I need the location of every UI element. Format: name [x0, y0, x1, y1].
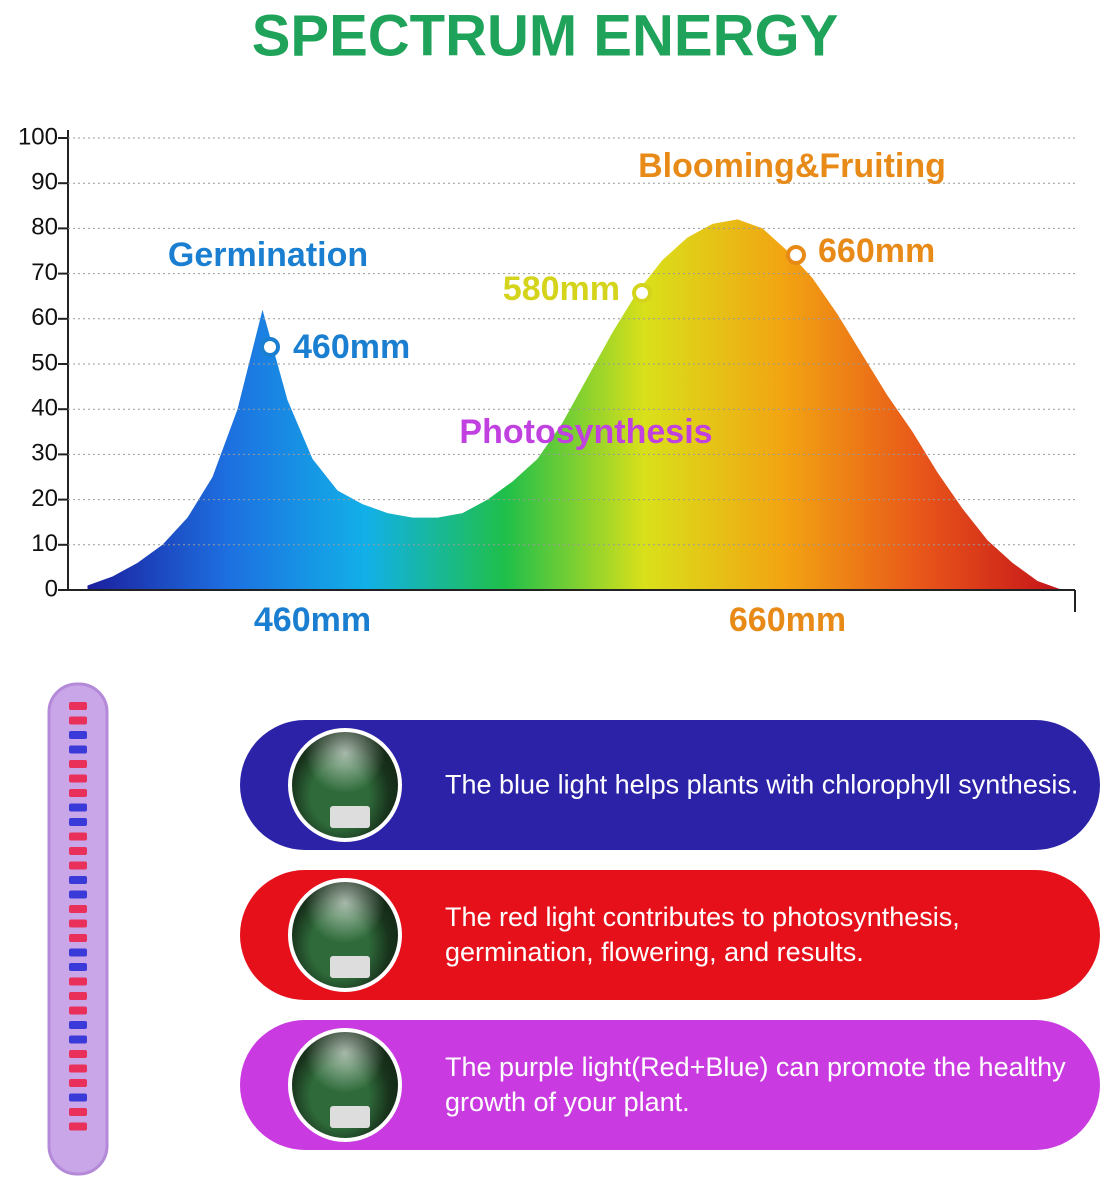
led-chip	[69, 702, 87, 710]
y-tick-label: 90	[31, 169, 58, 196]
info-panel: The red light contributes to photosynthe…	[240, 870, 1100, 1000]
info-panel: The blue light helps plants with chlorop…	[240, 720, 1100, 850]
led-chip	[69, 890, 87, 899]
led-chip	[69, 847, 87, 855]
led-chip	[69, 731, 87, 739]
led-chip	[69, 832, 87, 841]
annotation-dot	[786, 245, 806, 265]
led-chip	[69, 1064, 87, 1073]
led-chip	[69, 789, 87, 797]
led-chip	[69, 963, 87, 971]
panel-text: The blue light helps plants with chlorop…	[445, 769, 1079, 800]
chart: SPECTRUM ENERGY 0 10 20 30 40 50 60 70 80 90 100 46…	[18, 3, 1076, 639]
y-tick-label: 50	[31, 349, 58, 376]
info-panel: The purple light(Red+Blue) can promote t…	[240, 1020, 1100, 1150]
y-tick-label: 70	[31, 259, 58, 286]
annotation: Germination	[168, 236, 368, 274]
annotation: Blooming&Fruiting	[638, 147, 946, 185]
annotation: 580mm	[503, 270, 620, 308]
plant-icon	[288, 1028, 402, 1142]
plant-icon	[288, 878, 402, 992]
x-tick-label: 660mm	[729, 601, 846, 639]
led-strip	[47, 682, 109, 1176]
led-chip	[69, 745, 87, 754]
led-chip	[69, 818, 87, 826]
led-body	[47, 682, 109, 1176]
y-tick-label: 40	[31, 395, 58, 422]
led-chip	[69, 876, 87, 884]
panel-text: The purple light(Red+Blue) can promote t…	[445, 1052, 1066, 1117]
led-chip	[69, 992, 87, 1000]
led-chip	[69, 905, 87, 913]
y-tick-label: 20	[31, 485, 58, 512]
led-chip	[69, 948, 87, 957]
led-chip	[69, 919, 87, 928]
led-chip	[69, 977, 87, 986]
annotation-dot	[260, 337, 280, 357]
x-tick-label: 460mm	[254, 601, 371, 639]
led-chip	[69, 1006, 87, 1015]
annotation: 460mm	[293, 328, 410, 366]
y-tick-label: 30	[31, 440, 58, 467]
annotation: Photosynthesis	[459, 413, 712, 451]
y-tick-label: 0	[45, 575, 58, 602]
led-chip	[69, 1050, 87, 1058]
spectrum-area	[87, 219, 1063, 591]
plant-icon	[288, 728, 402, 842]
led-chip	[69, 716, 87, 725]
annotation: 660mm	[818, 232, 935, 270]
led-chip	[69, 774, 87, 783]
led-chip	[69, 1108, 87, 1116]
y-tick-label: 100	[18, 123, 58, 150]
led-chip	[69, 861, 87, 870]
led-chip	[69, 1122, 87, 1131]
led-chip	[69, 1079, 87, 1087]
led-chip	[69, 760, 87, 768]
panel-text: The red light contributes to photosynthe…	[445, 902, 960, 967]
led-chip	[69, 1035, 87, 1044]
led-chip	[69, 803, 87, 812]
y-tick-label: 10	[31, 530, 58, 557]
led-chip	[69, 1021, 87, 1029]
y-tick-label: 80	[31, 214, 58, 241]
y-tick-label: 60	[31, 304, 58, 331]
chart-title: SPECTRUM ENERGY	[252, 3, 839, 68]
led-chip	[69, 1093, 87, 1102]
annotation-dot	[632, 283, 652, 303]
led-chip	[69, 934, 87, 942]
